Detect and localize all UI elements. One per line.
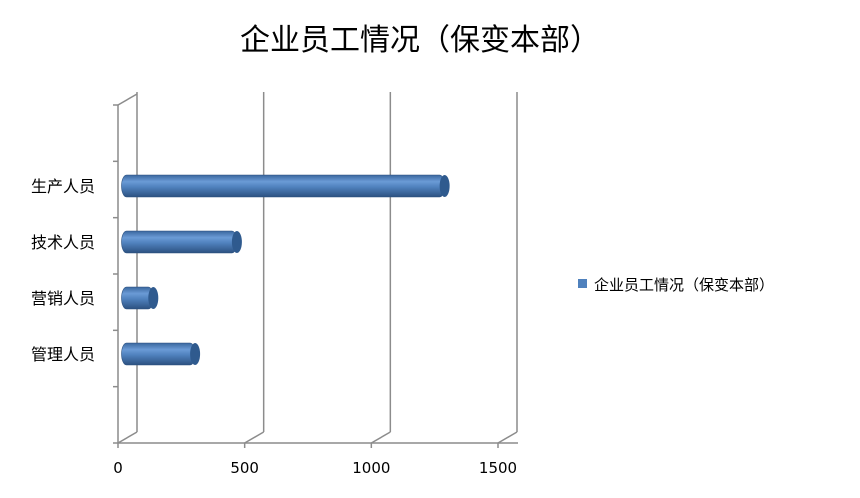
legend: 企业员工情况（保变本部）	[578, 276, 774, 294]
category-label: 管理人员	[31, 345, 95, 364]
gridline-floor	[244, 431, 265, 444]
gridline-floor	[370, 431, 391, 444]
bar	[121, 230, 238, 254]
gridline-floor	[497, 431, 518, 444]
bar-end-cap	[439, 175, 450, 197]
category-label: 技术人员	[31, 233, 95, 252]
x-tick-label: 500	[230, 459, 259, 477]
bar	[121, 342, 196, 366]
bar-end-cap	[190, 343, 201, 365]
bar	[121, 174, 445, 198]
bar-end-cap	[148, 287, 159, 309]
legend-swatch	[578, 279, 587, 288]
chart-title: 企业员工情况（保变本部）	[240, 23, 600, 58]
bar-end-cap	[231, 231, 242, 253]
category-label: 生产人员	[31, 177, 95, 196]
x-tick-label: 1500	[479, 459, 517, 477]
legend-label: 企业员工情况（保变本部）	[594, 276, 774, 294]
category-label: 营销人员	[31, 289, 95, 308]
y-axis-depth	[117, 93, 138, 106]
x-tick-label: 0	[113, 459, 123, 477]
gridline-floor	[117, 431, 138, 444]
x-tick-label: 1000	[352, 459, 390, 477]
